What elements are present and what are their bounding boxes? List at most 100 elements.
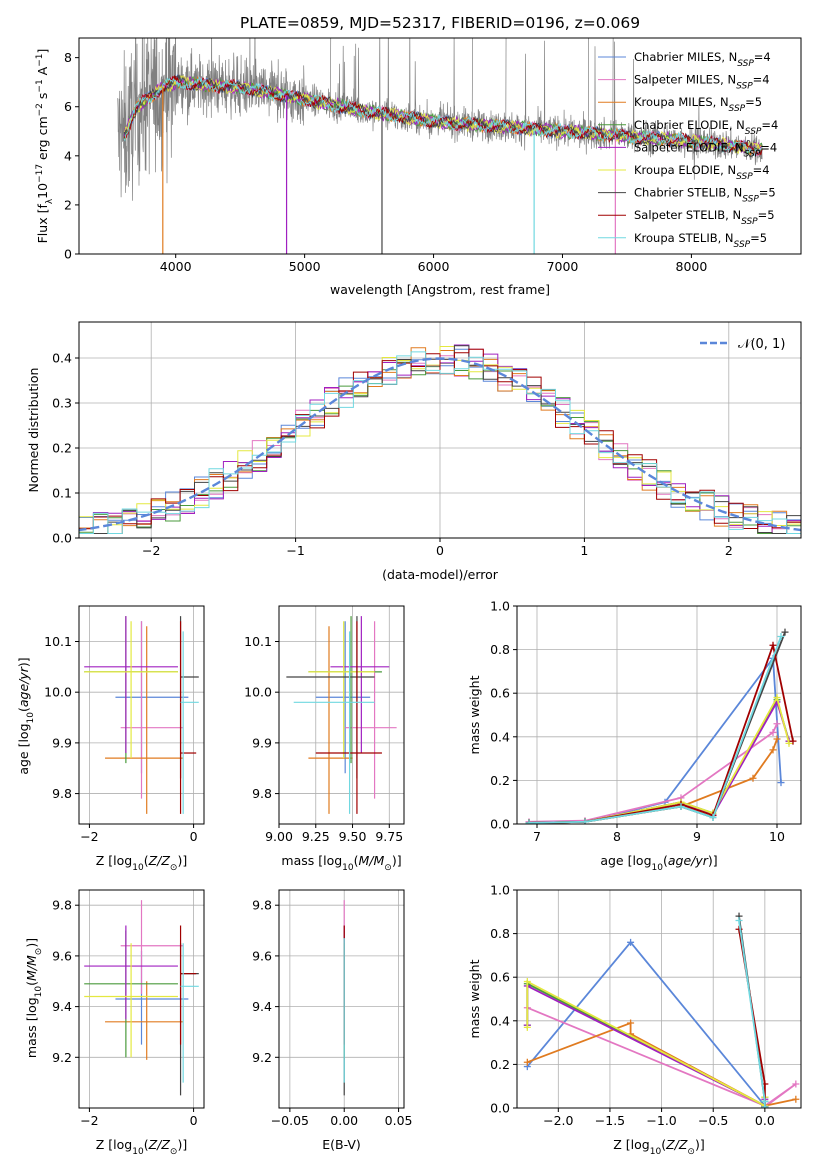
tick-label-y: 0.8 [490, 926, 510, 941]
legend-entry: 𝒩(0, 1) [738, 337, 785, 352]
label-part: ( [354, 853, 359, 868]
label-part: Chabrier ELODIE, N [634, 118, 745, 132]
label-part: 10 [26, 712, 36, 724]
label-part: ⊙ [170, 1147, 178, 1157]
tick-label-x: 6000 [418, 259, 450, 274]
tick-label-y: 0.0 [490, 1101, 510, 1116]
axes-border [278, 605, 405, 825]
mass-weight-marker [773, 735, 781, 743]
tick-label-y: 0.3 [52, 396, 72, 411]
axes-frame: −2 0 9.2 9.4 9.6 9.8 [52, 889, 205, 1128]
label-part: Z [log [96, 853, 132, 868]
x-axis-label: E(B-V) [322, 1137, 361, 1152]
label-part: Kroupa ELODIE, N [634, 163, 736, 177]
tick-label-x: 5000 [289, 259, 321, 274]
tick-label-y: 8 [64, 50, 72, 65]
mass-weight-marker [627, 938, 635, 946]
tick-label-x: 9.00 [265, 829, 293, 844]
tick-label-x: 8 [613, 829, 621, 844]
label-part: s [35, 93, 50, 104]
normal-reference-curve [79, 357, 801, 532]
tick-label-y: 0.4 [490, 1013, 510, 1028]
label-part: SSP [736, 82, 753, 92]
mass-weight-marker [789, 737, 797, 745]
tick-label-x: −2 [142, 543, 160, 558]
tick-label-x: 0 [436, 543, 444, 558]
tick-label-y: 9.8 [52, 786, 72, 801]
label-part: ⊙ [384, 863, 392, 873]
label-part: Chabrier STELIB, N [634, 186, 742, 200]
tick-label-y: 0.0 [52, 531, 72, 546]
axes-border [516, 605, 802, 825]
grid [517, 605, 801, 825]
mass_vs_Z-panel: −2 09.29.49.69.8Z [log10(Z/Z⊙)]mass [log1… [24, 889, 205, 1157]
label-part: )] [24, 938, 39, 948]
label-part: =5 [759, 186, 776, 200]
label-part: ( [144, 853, 149, 868]
y-axis-label: mass weight [467, 959, 482, 1038]
label-part: SSP [742, 195, 759, 205]
label-part: Salpeter ELODIE, N [634, 140, 744, 154]
tick-label-x: −2 [80, 1113, 98, 1128]
mass-weight-marker [773, 720, 781, 728]
x-axis-label: Z [log10(Z/Z⊙)] [96, 853, 187, 873]
tick-label-x: 7000 [547, 259, 579, 274]
axes-border [78, 37, 802, 255]
tick-label-x: −2.0 [543, 1113, 573, 1128]
observed-spectrum-line [117, 38, 763, 201]
plot-area [286, 616, 397, 814]
label-part: )] [177, 853, 187, 868]
tick-label-y: 9.9 [252, 735, 272, 750]
y-axis-label: Flux [fλ10−17 erg cm−2 s−1 A−1] [35, 49, 55, 244]
label-part: ⊙ [687, 1147, 695, 1157]
tick-label-y: 0.8 [490, 642, 510, 657]
tick-label-x: 4000 [160, 259, 192, 274]
plot-area [117, 38, 763, 254]
tick-label-y: 0.6 [490, 686, 510, 701]
tick-label-y: 10.0 [244, 685, 272, 700]
label-part: SSP [729, 104, 746, 114]
label-part: ⊙ [170, 863, 178, 873]
mass_vs_ebv-panel: −0.05 0.00 0.05 9.2 9.4 9.6 9.8 E(B-V) [252, 889, 412, 1152]
tick-label-y: 0.2 [490, 773, 510, 788]
y-axis-label: age [log10(age/yr)] [16, 657, 36, 774]
age_vs_Z-panel: −2 09.89.910.010.1Z [log10(Z/Z⊙)]age [log… [16, 605, 205, 873]
tick-label-x: −1.5 [595, 1113, 625, 1128]
tick-label-y: 9.9 [52, 735, 72, 750]
tick-label-x: 9 [693, 829, 701, 844]
tick-label-y: 9.2 [252, 1050, 272, 1065]
axes-border [78, 889, 205, 1109]
tick-label-y: 9.8 [252, 898, 272, 913]
label-part: 10 [34, 986, 44, 998]
label-part: −1 [35, 54, 45, 67]
label-part: Z/Z [148, 1137, 171, 1152]
label-part: SSP [737, 59, 754, 69]
label-part: 10 [35, 183, 50, 199]
legend-entry: Kroupa MILES, NSSP=5 [634, 95, 762, 114]
plot-area [523, 912, 800, 1108]
tick-label-y: 0.6 [490, 970, 510, 985]
mass-weight-marker [709, 813, 717, 821]
tick-label-y: 9.4 [252, 999, 272, 1014]
tick-label-y: 9.2 [52, 1050, 72, 1065]
label-part: −2 [35, 103, 45, 116]
label-part: =4 [753, 163, 770, 177]
label-part: ( [24, 981, 39, 986]
label-part: Z/Z [665, 1137, 688, 1152]
label-part: Kroupa STELIB, N [634, 231, 734, 245]
legend-entry: Salpeter STELIB, NSSP=5 [634, 208, 775, 227]
tick-label-y: 9.8 [52, 898, 72, 913]
tick-label-x: −1.0 [646, 1113, 676, 1128]
label-part: Flux [f [35, 204, 50, 244]
mass-weight-line [528, 641, 794, 824]
tick-label-y: 0.0 [490, 817, 510, 832]
x-axis-label: Z [log10(Z/Z⊙)] [96, 1137, 187, 1157]
mass-weight-line [526, 1006, 797, 1108]
label-part: age/yr [668, 853, 709, 868]
mass-weight-marker [769, 641, 777, 649]
tick-label-x: −0.5 [698, 1113, 728, 1128]
label-part: 10 [132, 1147, 144, 1157]
label-part: ( [16, 707, 31, 712]
mass-weight-marker [523, 1023, 531, 1031]
